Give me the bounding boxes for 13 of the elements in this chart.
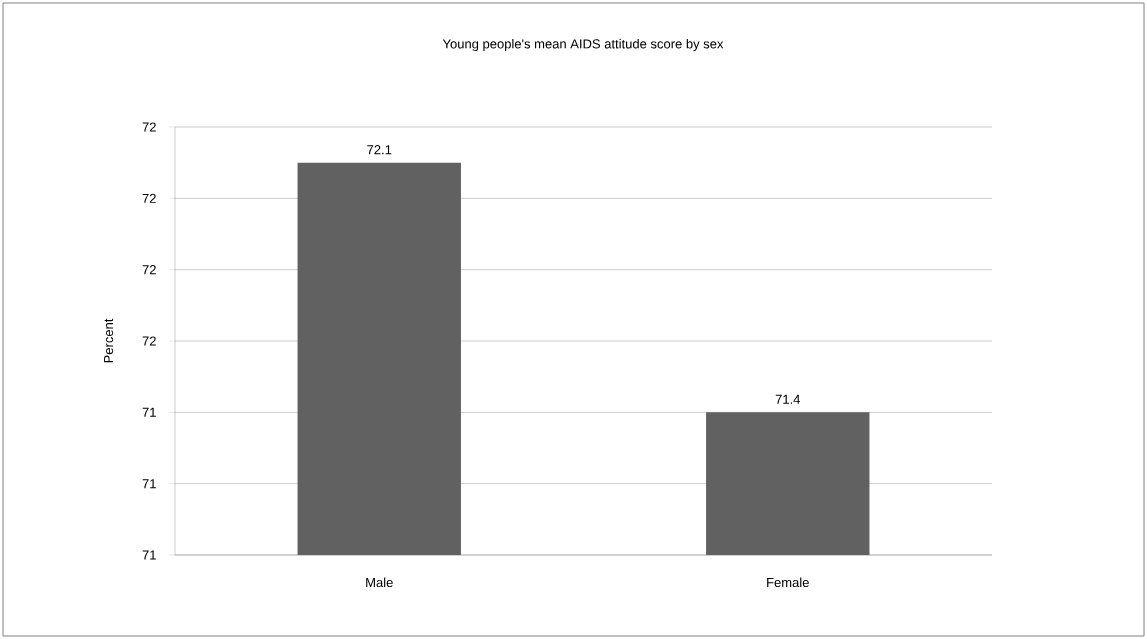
y-tick-label: 72 [142, 122, 156, 132]
y-tick-label: 72 [142, 336, 156, 346]
y-tick-label: 71 [142, 550, 156, 560]
x-tick-label: Male [366, 577, 393, 588]
y-tick-label: 72 [142, 193, 156, 203]
x-tick-label: Female [767, 577, 809, 588]
data-label: 72.1 [367, 145, 392, 155]
y-tick-label: 72 [142, 265, 156, 275]
y-tick-label: 71 [142, 407, 156, 417]
chart-title: Young people's mean AIDS attitude score by sex [442, 38, 724, 52]
data-label: 71.4 [775, 394, 801, 404]
y-tick-label: 71 [142, 479, 156, 489]
y-axis-title: Percent [104, 318, 114, 363]
